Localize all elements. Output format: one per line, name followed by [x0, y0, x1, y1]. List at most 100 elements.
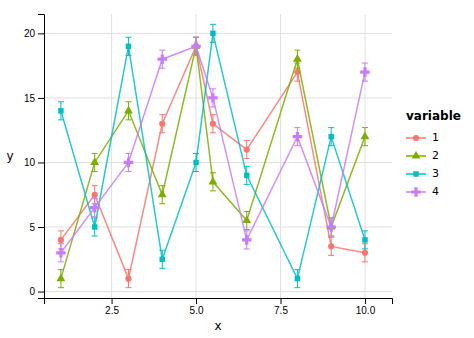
- chart: 2.55.07.510.005101520xyvariable1234: [0, 0, 474, 338]
- point: [90, 203, 99, 212]
- series: [58, 37, 368, 287]
- point: [242, 235, 251, 244]
- error-bar: [362, 231, 368, 249]
- point: [191, 42, 200, 51]
- tick-label: 20: [24, 28, 36, 39]
- legend-item: 2: [406, 149, 439, 162]
- tick-label: 10.0: [356, 305, 376, 316]
- error-bar-path: [58, 102, 64, 120]
- tick-label: 15: [24, 93, 36, 104]
- point: [158, 54, 167, 63]
- legend-item: 4: [406, 185, 439, 198]
- legend-label: 3: [432, 167, 439, 180]
- axis-line: [45, 299, 393, 305]
- point: [244, 146, 250, 152]
- point: [158, 190, 167, 198]
- tick: 5: [29, 222, 44, 233]
- tick-label: 0: [29, 286, 35, 297]
- point: [159, 121, 165, 127]
- legend-label: 4: [432, 185, 439, 198]
- error-bar-path: [294, 270, 300, 288]
- point: [56, 274, 65, 282]
- error-bar: [244, 141, 250, 159]
- error-bar-path: [362, 231, 368, 249]
- legend-swatch-marker: [413, 135, 419, 141]
- tick-mark: [38, 227, 44, 228]
- point: [361, 132, 370, 140]
- tick: 2.5: [105, 298, 119, 316]
- y-axis: 0 5 10 15 20: [24, 15, 45, 299]
- point: [242, 215, 251, 223]
- error-bar: [159, 250, 165, 268]
- tick: 15: [24, 93, 44, 104]
- error-bar: [210, 115, 216, 133]
- tick: 20: [24, 28, 44, 39]
- tick: 5.0: [190, 298, 204, 316]
- point: [92, 192, 98, 198]
- error-bar: [244, 166, 250, 184]
- legend-swatch-marker: [413, 171, 418, 176]
- tick-mark: [365, 298, 366, 304]
- legend-swatch-marker: [412, 151, 421, 159]
- grid-line: [111, 14, 112, 298]
- legend-swatch-marker: [411, 187, 420, 196]
- tick-label: 5: [29, 222, 35, 233]
- point: [362, 250, 368, 256]
- point: [328, 134, 333, 139]
- y-axis-title: y: [6, 149, 13, 163]
- point: [193, 160, 198, 165]
- error-bar-path: [210, 24, 216, 42]
- grid-line: [44, 291, 392, 292]
- point: [92, 224, 97, 229]
- series: [56, 37, 370, 262]
- legend-label: 1: [432, 131, 439, 144]
- error-bar: [125, 270, 131, 288]
- plot: 2.5 5.0 7.5 10.0 0 5 10 15 20: [24, 14, 393, 316]
- legend-label: 2: [432, 149, 439, 162]
- error-bar: [294, 270, 300, 288]
- point: [126, 44, 131, 49]
- tick: 0: [29, 286, 44, 297]
- tick-mark: [196, 298, 197, 304]
- error-bar-path: [244, 166, 250, 184]
- point: [362, 237, 367, 242]
- point: [124, 106, 133, 114]
- point: [210, 31, 215, 36]
- error-bar-path: [125, 270, 131, 288]
- tick-label: 7.5: [274, 305, 288, 316]
- error-bar-path: [193, 153, 199, 171]
- error-bar-path: [92, 218, 98, 236]
- tick: 10.0: [356, 298, 376, 316]
- x-axis-title: x: [214, 319, 221, 333]
- error-bar-path: [328, 237, 334, 255]
- point: [56, 248, 65, 257]
- tick: 10: [24, 157, 44, 168]
- x-axis: 2.5 5.0 7.5 10.0: [45, 298, 393, 316]
- point: [293, 54, 302, 62]
- grid: [44, 14, 392, 298]
- series: [56, 37, 369, 287]
- tick-mark: [38, 33, 44, 34]
- error-bar-path: [210, 115, 216, 133]
- legend-item: 3: [406, 167, 439, 180]
- error-bar: [328, 128, 334, 146]
- point: [160, 257, 165, 262]
- line: [61, 46, 365, 253]
- tick-mark: [38, 162, 44, 163]
- error-bar-path: [159, 115, 165, 133]
- point: [210, 121, 216, 127]
- grid-line: [44, 33, 392, 34]
- point: [208, 93, 217, 102]
- tick: 7.5: [274, 298, 288, 316]
- point: [90, 157, 99, 165]
- point: [326, 222, 335, 231]
- point: [295, 276, 300, 281]
- point: [125, 276, 131, 282]
- error-bar: [328, 237, 334, 255]
- tick-mark: [38, 292, 44, 293]
- tick-mark: [112, 298, 113, 304]
- point: [209, 177, 218, 185]
- legend-item: 1: [406, 131, 439, 144]
- error-bar-path: [125, 37, 131, 55]
- tick-label: 5.0: [190, 305, 204, 316]
